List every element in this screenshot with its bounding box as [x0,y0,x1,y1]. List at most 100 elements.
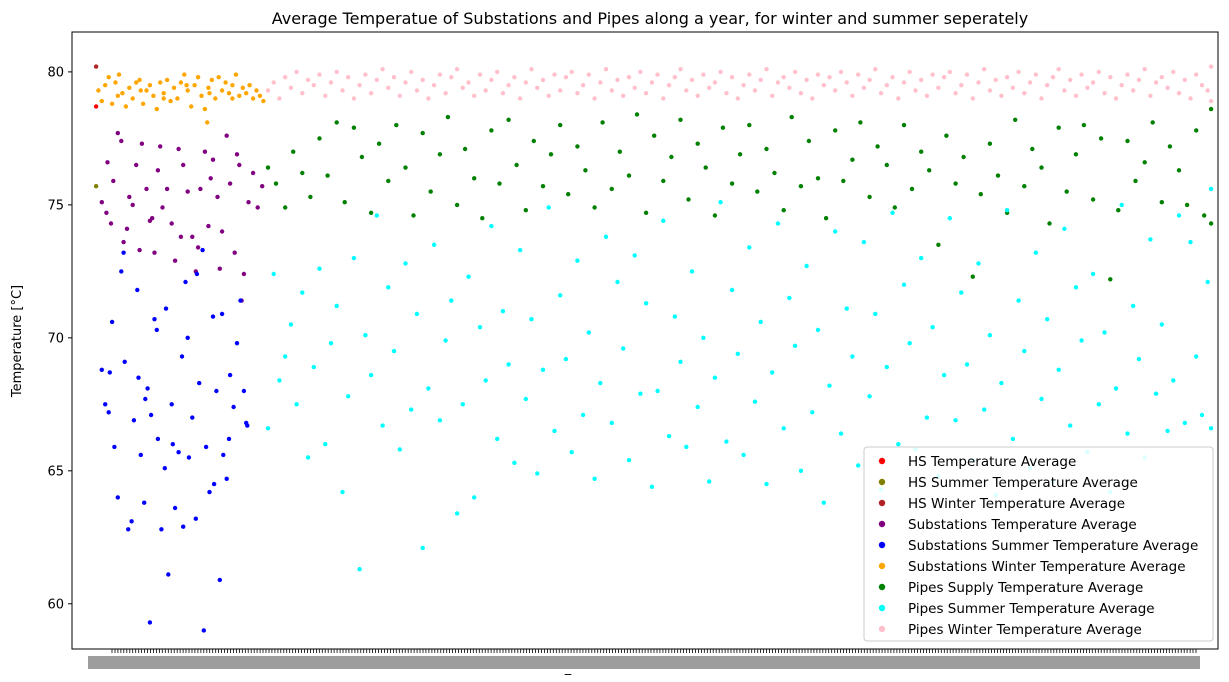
data-point [1176,213,1182,218]
data-point [1171,378,1176,383]
data-point [901,80,907,85]
data-point [261,98,266,104]
data-point [134,80,139,85]
data-point [112,444,117,450]
data-point [540,367,546,372]
data-point [232,250,237,255]
data-point [959,83,964,88]
data-point [586,330,591,335]
data-point [896,442,901,447]
data-point [1133,178,1138,184]
legend-marker [878,541,886,549]
data-point [592,205,597,210]
data-point [741,83,746,88]
data-point [1039,96,1044,101]
data-point [168,98,173,104]
data-point [265,165,271,170]
data-point [120,91,125,96]
data-point [233,72,239,77]
data-point [130,96,135,101]
y-tick-label: 65 [47,464,64,479]
data-point [394,122,399,128]
data-point [151,93,156,99]
data-point [1085,85,1090,91]
data-point [305,77,311,83]
data-point [477,72,483,77]
data-point [735,96,740,101]
data-point [185,88,190,93]
data-point [890,75,895,80]
data-point [603,67,609,72]
data-point [781,208,786,213]
data-point [277,378,282,383]
data-point [558,293,563,298]
data-point [632,253,637,258]
data-point [127,85,132,91]
legend-marker [878,583,886,591]
data-point [195,75,201,80]
data-point [1159,75,1165,80]
data-point [334,120,339,125]
data-point [179,354,185,359]
data-point [183,279,188,285]
data-point [873,67,878,72]
data-point [747,245,752,250]
data-point [772,170,777,176]
data-point [234,341,240,346]
data-point [873,311,878,317]
data-point [155,168,161,173]
data-point [219,229,225,234]
data-point [615,279,620,285]
data-point [1022,348,1027,354]
data-point [1176,91,1182,96]
data-point [226,436,232,442]
data-point [169,402,174,407]
data-point [237,162,242,168]
data-point [271,271,276,277]
data-point [403,80,408,85]
data-point [1050,75,1056,80]
data-point [1022,91,1027,96]
data-point [661,218,666,223]
data-point [764,146,769,152]
data-point [861,239,867,245]
data-point [483,88,488,93]
data-point [517,247,523,253]
data-point [737,152,743,157]
data-point [119,269,124,274]
data-point [1150,120,1155,125]
data-point [150,216,155,221]
data-point [300,170,305,176]
data-point [210,157,216,162]
data-point [454,511,460,516]
data-point [414,311,420,317]
data-point [919,77,924,83]
data-point [221,452,226,458]
data-point [701,335,706,340]
data-point [255,205,260,210]
data-point [123,104,129,109]
data-point [199,93,204,99]
data-point [217,577,222,583]
data-point [821,500,826,505]
data-point [131,418,137,423]
data-point [718,69,723,75]
data-point [770,93,775,99]
data-point [907,341,912,346]
data-point [978,192,983,197]
data-point [283,354,288,359]
data-point [294,69,299,75]
data-point [970,274,975,279]
data-point [506,117,511,123]
data-point [185,189,190,194]
data-point [1148,237,1153,242]
data-point [789,114,794,120]
data-point [342,200,347,205]
data-point [1079,338,1084,343]
data-point [529,317,534,322]
data-point [224,133,229,138]
data-point [1113,96,1119,101]
data-point [241,271,247,277]
data-point [787,295,792,301]
data-point [145,386,150,391]
